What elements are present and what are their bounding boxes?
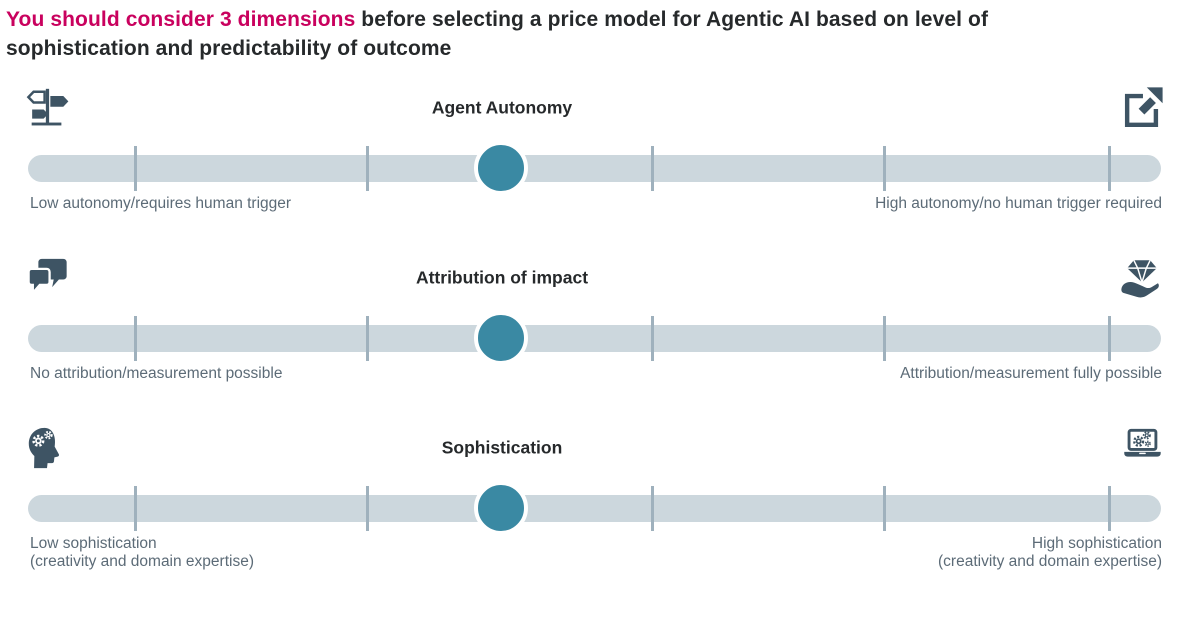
section-heading: Agent Autonomy (431, 97, 573, 118)
slider-label-low: Low autonomy/requires human trigger (30, 194, 292, 212)
slider-tick (883, 315, 886, 361)
slider-tick (366, 315, 369, 361)
slider-labels: No attribution/measurement possible Attr… (30, 365, 1162, 383)
section-header: Agent Autonomy (0, 84, 1201, 132)
slider-track[interactable] (28, 154, 1161, 182)
hand-holding-diamond-icon (1119, 255, 1165, 301)
slide: You should consider 3 dimensions before … (0, 6, 1201, 617)
share-out-arrow-icon (1119, 85, 1165, 131)
section-header: Attribution of impact (0, 254, 1201, 302)
slider-track[interactable] (28, 494, 1161, 522)
section-heading: Sophistication (441, 437, 563, 458)
signpost-icon (24, 85, 70, 131)
slider-tick (651, 315, 654, 361)
slider-label-low: No attribution/measurement possible (30, 364, 283, 382)
agent-autonomy-slider[interactable] (28, 141, 1161, 196)
page-title-highlight: You should consider 3 dimensions (6, 8, 356, 31)
section-sophistication: Sophistication (0, 424, 1201, 594)
slider-tick (134, 145, 137, 191)
slider-tick (366, 145, 369, 191)
section-agent-autonomy: Agent Autonomy (0, 84, 1201, 254)
slider-tick (1108, 315, 1111, 361)
slider-tick (883, 485, 886, 531)
slider-tick (651, 145, 654, 191)
chat-bubbles-icon (24, 255, 70, 301)
page-title: You should consider 3 dimensions before … (6, 6, 1201, 64)
section-header: Sophistication (0, 424, 1201, 472)
slider-knob[interactable] (474, 141, 529, 196)
slider-labels: Low autonomy/requires human trigger High… (30, 195, 1162, 213)
head-gears-icon (24, 425, 70, 471)
slider-tick (134, 485, 137, 531)
attribution-slider[interactable] (28, 311, 1161, 366)
slider-tick (1108, 145, 1111, 191)
dimension-sections: Agent Autonomy (0, 84, 1201, 594)
section-attribution-of-impact: Attribution of impact (0, 254, 1201, 424)
slider-tick (883, 145, 886, 191)
slider-label-high: High autonomy/no human trigger required (875, 194, 1162, 212)
slider-track[interactable] (28, 324, 1161, 352)
slider-labels: Low sophistication (creativity and domai… (30, 535, 1162, 572)
slider-knob[interactable] (474, 311, 529, 366)
section-heading: Attribution of impact (415, 267, 589, 288)
slider-tick (366, 485, 369, 531)
sophistication-slider[interactable] (28, 481, 1161, 536)
slider-knob[interactable] (474, 481, 529, 536)
slider-label-low: Low sophistication (creativity and domai… (30, 534, 254, 571)
page-title-rest: before selecting a price model for Agent… (6, 8, 989, 60)
laptop-gears-icon (1119, 425, 1165, 471)
slider-label-high: Attribution/measurement fully possible (900, 364, 1162, 382)
slider-label-high: High sophistication (creativity and doma… (938, 534, 1162, 571)
slider-tick (651, 485, 654, 531)
slider-tick (1108, 485, 1111, 531)
slider-tick (134, 315, 137, 361)
